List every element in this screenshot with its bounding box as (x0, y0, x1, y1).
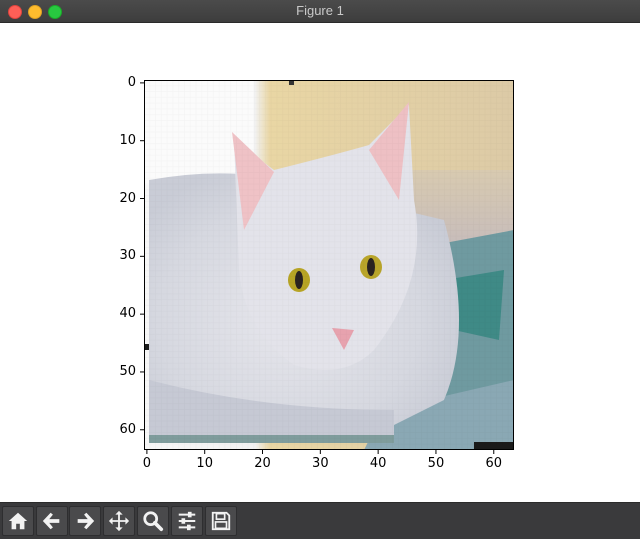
arrow-right-icon (77, 512, 95, 530)
zoom-button[interactable] (137, 506, 169, 536)
axes-frame (144, 80, 514, 450)
move-icon (108, 510, 130, 532)
tick-marks (140, 82, 495, 454)
configure-subplots-button[interactable] (171, 506, 203, 536)
x-tick-label: 30 (312, 456, 329, 471)
x-tick-label: 60 (485, 456, 503, 471)
window-titlebar: Figure 1 (0, 0, 640, 23)
pan-button[interactable] (103, 506, 135, 536)
navigation-toolbar (0, 502, 640, 539)
minimize-window-button[interactable] (28, 5, 42, 19)
y-tick-label: 20 (119, 190, 136, 206)
close-window-button[interactable] (8, 5, 22, 19)
save-button[interactable] (205, 506, 237, 536)
y-tick-label: 60 (119, 421, 136, 437)
x-tick-label: 20 (254, 456, 271, 471)
x-tick-label: 40 (369, 456, 387, 471)
y-tick-label: 0 (127, 74, 136, 90)
image-plot[interactable] (140, 80, 514, 454)
y-tick-label: 10 (119, 132, 136, 148)
back-button[interactable] (36, 506, 68, 536)
y-tick-label: 30 (119, 248, 136, 264)
sliders-icon (178, 511, 196, 531)
y-tick-label: 50 (119, 363, 136, 379)
x-tick-label: 50 (427, 456, 445, 471)
forward-button[interactable] (69, 506, 101, 536)
pixel-grid-texture (144, 80, 514, 450)
magnifier-icon (143, 511, 164, 532)
home-button[interactable] (2, 506, 34, 536)
x-tick-label: 0 (142, 456, 152, 471)
x-tick-label: 10 (196, 456, 213, 471)
floppy-disk-icon (211, 511, 231, 531)
arrow-left-icon (42, 512, 60, 530)
home-icon (8, 512, 28, 530)
maximize-window-button[interactable] (48, 5, 62, 19)
image-axes[interactable] (140, 80, 514, 454)
y-tick-label: 40 (119, 306, 136, 322)
window-title: Figure 1 (296, 3, 344, 18)
